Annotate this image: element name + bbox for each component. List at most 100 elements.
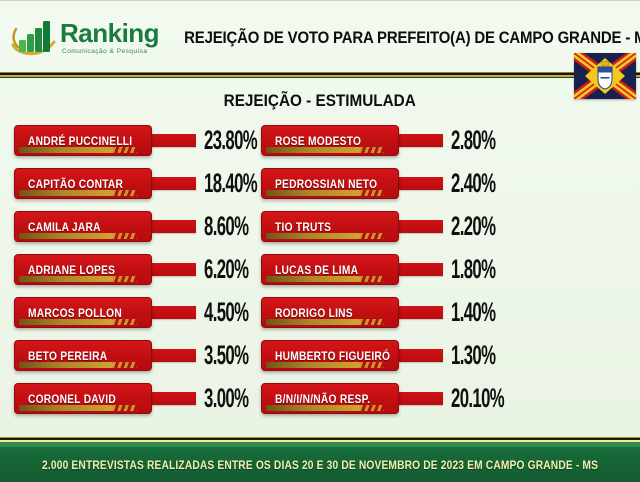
table-row: B/N/I/N/NÃO RESP. 20.10%	[261, 383, 537, 414]
candidate-name: RODRIGO LINS	[275, 305, 353, 320]
candidate-name: CAPITÃO CONTAR	[28, 176, 124, 191]
percentage-value: 23.80%	[204, 125, 258, 155]
percentage-value: 2.40%	[451, 168, 496, 198]
gold-underline	[266, 276, 360, 282]
logo-tagline: Comunicação & Pesquisa	[62, 48, 148, 55]
logo-wordmark: Ranking	[60, 18, 160, 48]
gold-underline	[19, 276, 113, 282]
gold-underline	[19, 147, 113, 153]
bar-connector	[397, 220, 443, 233]
bar-connector	[150, 134, 196, 147]
candidate-name: LUCAS DE LIMA	[275, 262, 359, 277]
percentage-value: 1.40%	[451, 297, 496, 327]
bar-connector	[397, 177, 443, 190]
candidate-name: PEDROSSIAN NETO	[275, 176, 378, 191]
gold-teeth	[360, 362, 384, 368]
gold-teeth	[113, 233, 137, 239]
candidate-bar: ANDRÉ PUCCINELLI	[14, 125, 152, 156]
table-row: ADRIANE LOPES 6.20%	[14, 254, 290, 285]
percentage-value: 3.50%	[204, 340, 249, 370]
candidate-name: HUMBERTO FIGUEIRÓ	[275, 348, 391, 363]
gold-teeth	[360, 190, 384, 196]
gold-underline	[19, 190, 113, 196]
table-row: TIO TRUTS 2.20%	[261, 211, 537, 242]
candidate-bar: RODRIGO LINS	[261, 297, 399, 328]
candidate-bar: MARCOS POLLON	[14, 297, 152, 328]
gold-teeth	[360, 319, 384, 325]
percentage-value: 2.20%	[451, 211, 496, 241]
candidate-name: ADRIANE LOPES	[28, 262, 116, 277]
bar-connector	[397, 134, 443, 147]
gold-teeth	[113, 362, 137, 368]
gold-teeth	[113, 190, 137, 196]
candidate-bar: CAPITÃO CONTAR	[14, 168, 152, 199]
candidate-name: B/N/I/N/NÃO RESP.	[275, 391, 371, 406]
bar-connector	[150, 220, 196, 233]
candidate-bar: CORONEL DAVID	[14, 383, 152, 414]
chart-title: REJEIÇÃO - ESTIMULADA	[223, 91, 417, 110]
header-divider	[0, 72, 640, 78]
survey-note: 2.000 ENTREVISTAS REALIZADAS ENTRE OS DI…	[42, 457, 599, 472]
bar-connector	[150, 392, 196, 405]
gold-teeth	[360, 233, 384, 239]
page-title: REJEIÇÃO DE VOTO PARA PREFEITO(A) DE CAM…	[184, 28, 640, 47]
percentage-value: 8.60%	[204, 211, 249, 241]
candidate-bar: PEDROSSIAN NETO	[261, 168, 399, 199]
candidate-bar: LUCAS DE LIMA	[261, 254, 399, 285]
percentage-value: 18.40%	[204, 168, 258, 198]
percentage-value: 1.80%	[451, 254, 496, 284]
gold-underline	[19, 319, 113, 325]
candidate-bar: TIO TRUTS	[261, 211, 399, 242]
candidate-bar: CAMILA JARA	[14, 211, 152, 242]
gold-teeth	[113, 319, 137, 325]
gold-underline	[266, 405, 360, 411]
gold-teeth	[360, 147, 384, 153]
gold-underline	[266, 190, 360, 196]
bar-connector	[150, 263, 196, 276]
bar-connector	[397, 392, 443, 405]
bar-connector	[150, 306, 196, 319]
gold-underline	[266, 147, 360, 153]
candidate-name: CORONEL DAVID	[28, 391, 116, 406]
bar-connector	[150, 177, 196, 190]
table-row: PEDROSSIAN NETO 2.40%	[261, 168, 537, 199]
percentage-value: 1.30%	[451, 340, 496, 370]
table-row: ANDRÉ PUCCINELLI 23.80%	[14, 125, 290, 156]
gold-teeth	[113, 276, 137, 282]
gold-underline	[266, 362, 360, 368]
gold-underline	[266, 319, 360, 325]
table-row: BETO PEREIRA 3.50%	[14, 340, 290, 371]
candidate-name: BETO PEREIRA	[28, 348, 108, 363]
gold-teeth	[360, 276, 384, 282]
candidate-name: TIO TRUTS	[275, 219, 332, 234]
gold-teeth	[113, 405, 137, 411]
candidate-name: CAMILA JARA	[28, 219, 101, 234]
table-row: ROSE MODESTO 2.80%	[261, 125, 537, 156]
gold-teeth	[113, 147, 137, 153]
results-column-left: ANDRÉ PUCCINELLI 23.80% CAPITÃO CONTAR 1…	[14, 125, 290, 426]
table-row: CAMILA JARA 8.60%	[14, 211, 290, 242]
results-column-right: ROSE MODESTO 2.80% PEDROSSIAN NETO 2.40%…	[261, 125, 537, 426]
bar-connector	[397, 263, 443, 276]
candidate-bar: HUMBERTO FIGUEIRÓ	[261, 340, 399, 371]
candidate-bar: B/N/I/N/NÃO RESP.	[261, 383, 399, 414]
percentage-value: 4.50%	[204, 297, 249, 327]
table-row: HUMBERTO FIGUEIRÓ 1.30%	[261, 340, 537, 371]
candidate-name: ROSE MODESTO	[275, 133, 362, 148]
table-row: CAPITÃO CONTAR 18.40%	[14, 168, 290, 199]
percentage-value: 20.10%	[451, 383, 505, 413]
bar-connector	[397, 349, 443, 362]
gold-underline	[19, 405, 113, 411]
candidate-bar: BETO PEREIRA	[14, 340, 152, 371]
candidate-name: MARCOS POLLON	[28, 305, 122, 320]
candidate-name: ANDRÉ PUCCINELLI	[28, 133, 133, 148]
campo-grande-flag-icon	[570, 48, 640, 104]
percentage-value: 6.20%	[204, 254, 249, 284]
candidate-bar: ADRIANE LOPES	[14, 254, 152, 285]
gold-underline	[19, 362, 113, 368]
table-row: RODRIGO LINS 1.40%	[261, 297, 537, 328]
candidate-bar: ROSE MODESTO	[261, 125, 399, 156]
footer-divider	[0, 437, 640, 447]
table-row: LUCAS DE LIMA 1.80%	[261, 254, 537, 285]
